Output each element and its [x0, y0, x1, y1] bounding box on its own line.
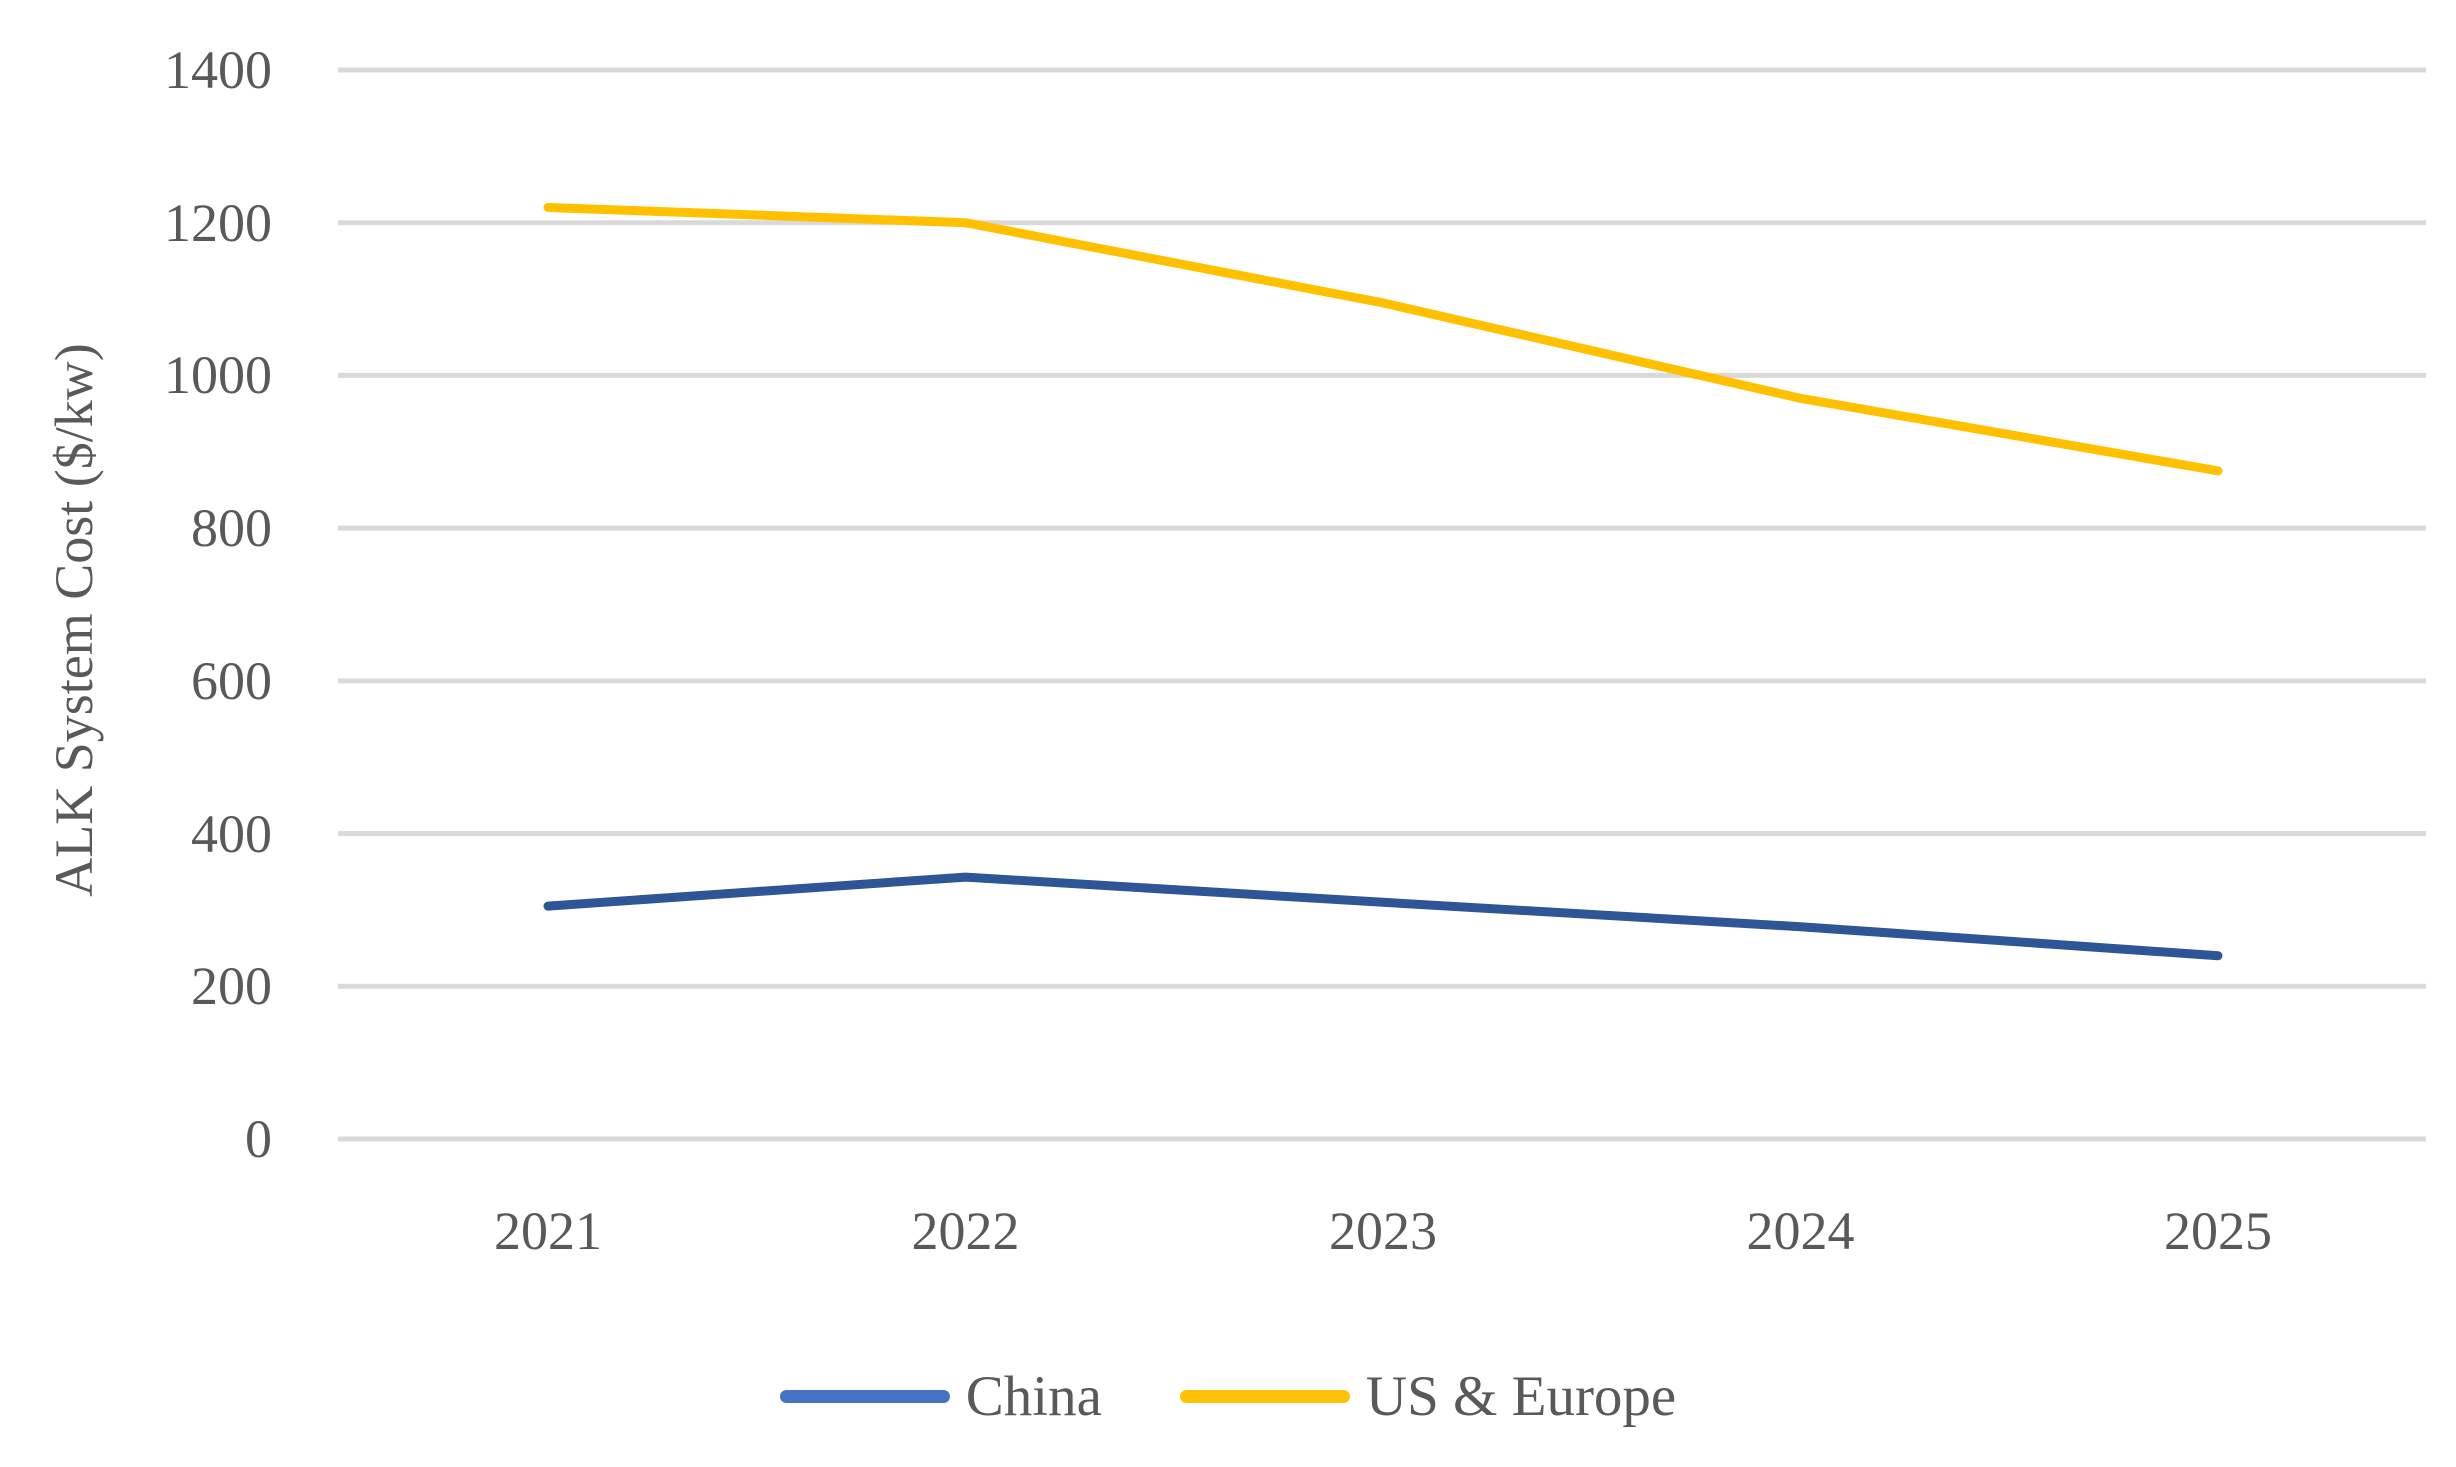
y-tick-label: 1000 — [164, 345, 272, 406]
legend-label: US & Europe — [1365, 1365, 1677, 1428]
legend: China US & Europe — [0, 1368, 2456, 1425]
y-tick-label: 400 — [191, 803, 272, 864]
legend-item-china: China — [779, 1365, 1102, 1428]
x-tick-label: 2023 — [1329, 1201, 1437, 1261]
y-tick-label: 1400 — [164, 40, 272, 100]
y-tick-label: 200 — [191, 956, 272, 1017]
y-tick-label: 800 — [191, 498, 272, 559]
x-tick-label: 2021 — [494, 1201, 602, 1261]
series-lines — [543, 202, 2223, 961]
gridlines — [338, 67, 2426, 1142]
legend-line-swatch — [1179, 1390, 1350, 1403]
x-tick-label: 2022 — [911, 1201, 1020, 1261]
legend-line-swatch — [779, 1390, 950, 1403]
series-line-china — [543, 872, 2223, 961]
legend-item-us-europe: US & Europe — [1179, 1365, 1677, 1428]
y-tick-label: 0 — [245, 1109, 272, 1169]
y-tick-label: 1200 — [164, 192, 272, 253]
series-line-us-europe — [543, 202, 2223, 476]
y-tick-label: 600 — [191, 650, 272, 711]
legend-label: China — [965, 1365, 1102, 1428]
x-tick-label: 2025 — [2164, 1201, 2272, 1261]
x-tick-label: 2024 — [1746, 1201, 1855, 1261]
